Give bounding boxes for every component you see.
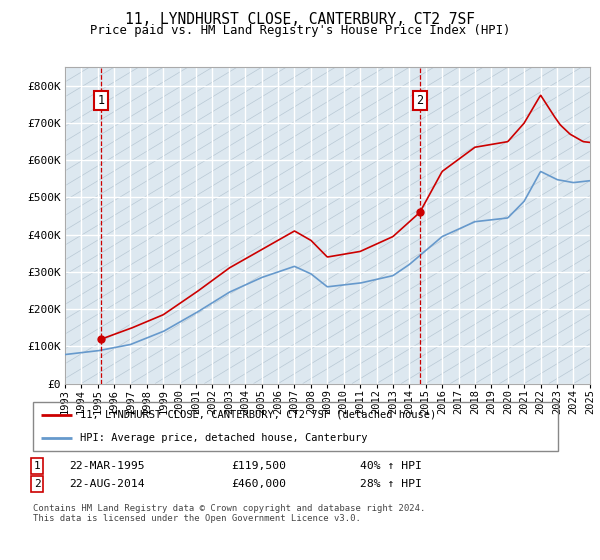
Text: 40% ↑ HPI: 40% ↑ HPI — [360, 461, 422, 471]
Text: 11, LYNDHURST CLOSE, CANTERBURY, CT2 7SF: 11, LYNDHURST CLOSE, CANTERBURY, CT2 7SF — [125, 12, 475, 27]
Text: 22-AUG-2014: 22-AUG-2014 — [69, 479, 145, 489]
Text: 1: 1 — [98, 94, 105, 107]
Text: £119,500: £119,500 — [231, 461, 286, 471]
Text: 11, LYNDHURST CLOSE, CANTERBURY, CT2 7SF (detached house): 11, LYNDHURST CLOSE, CANTERBURY, CT2 7SF… — [80, 410, 437, 420]
Text: 2: 2 — [416, 94, 424, 107]
Text: Price paid vs. HM Land Registry's House Price Index (HPI): Price paid vs. HM Land Registry's House … — [90, 24, 510, 37]
Text: 22-MAR-1995: 22-MAR-1995 — [69, 461, 145, 471]
Text: Contains HM Land Registry data © Crown copyright and database right 2024.
This d: Contains HM Land Registry data © Crown c… — [33, 504, 425, 524]
Text: 1: 1 — [34, 461, 41, 471]
Text: HPI: Average price, detached house, Canterbury: HPI: Average price, detached house, Cant… — [80, 433, 368, 444]
Text: £460,000: £460,000 — [231, 479, 286, 489]
Text: 2: 2 — [34, 479, 41, 489]
Text: 28% ↑ HPI: 28% ↑ HPI — [360, 479, 422, 489]
